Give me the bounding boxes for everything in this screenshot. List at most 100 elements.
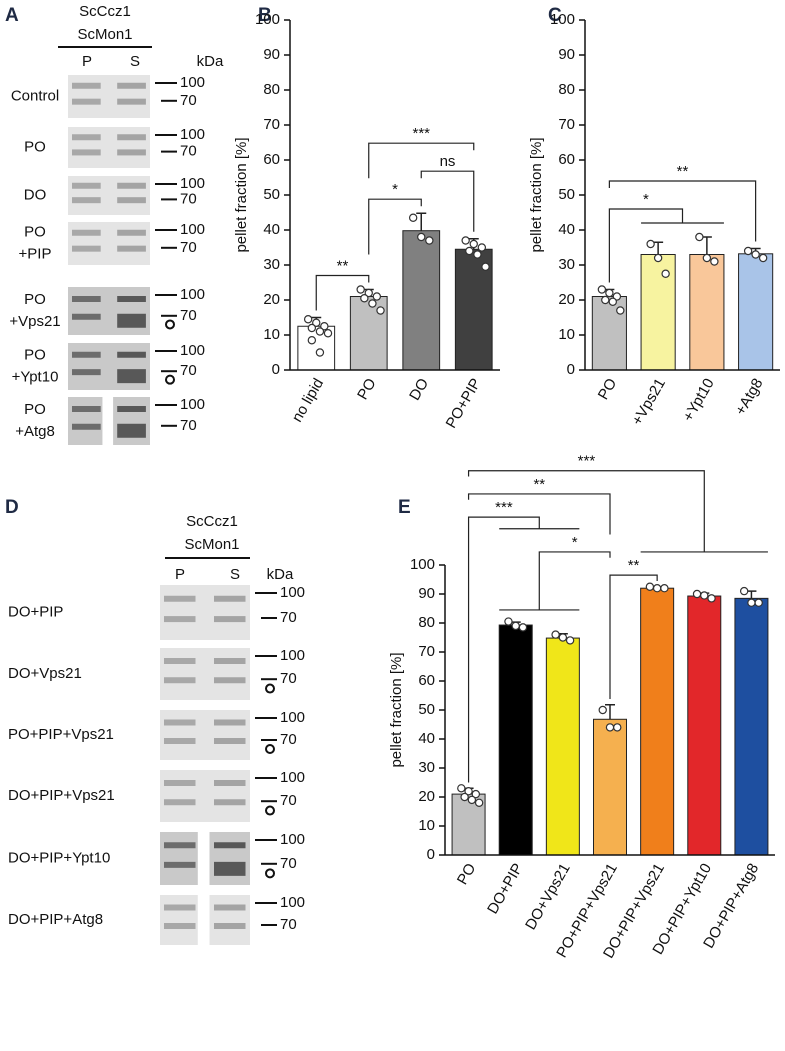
gel-band <box>214 616 246 623</box>
data-point <box>360 294 369 303</box>
gel-band <box>72 229 101 236</box>
gel-header: ScMon1 <box>77 26 132 43</box>
data-point <box>751 250 760 259</box>
y-tick-label: 20 <box>263 291 280 308</box>
gel-band <box>117 423 146 438</box>
gel-band <box>164 799 196 806</box>
gel-band <box>72 197 101 204</box>
y-tick-label: 70 <box>263 116 280 133</box>
error-bar <box>416 212 427 231</box>
gel-band <box>214 861 246 876</box>
significance-bracket <box>608 180 757 242</box>
row-label: DO+PIP+Vps21 <box>8 787 115 804</box>
significance-bracket <box>368 142 475 179</box>
data-point <box>613 723 622 732</box>
data-point <box>417 232 426 242</box>
y-tick-label: 0 <box>427 846 435 863</box>
y-tick-label: 80 <box>263 81 280 98</box>
bar <box>640 254 676 371</box>
bar <box>738 253 774 371</box>
significance-label: * <box>392 181 398 198</box>
data-point <box>461 236 470 245</box>
data-point <box>605 723 615 732</box>
data-point <box>710 257 719 266</box>
x-tick-label: +Ypt10 <box>680 375 718 424</box>
gel-image <box>160 710 250 760</box>
gel-band <box>117 98 146 105</box>
row-label: DO+Vps21 <box>8 665 82 682</box>
y-tick-label: 10 <box>418 817 435 834</box>
y-tick-label: 10 <box>558 326 575 343</box>
gel-band <box>117 182 146 189</box>
significance-label: ** <box>337 257 349 274</box>
free-protein-marker <box>265 868 275 879</box>
gel-image <box>68 75 150 118</box>
gel-image <box>209 832 250 885</box>
row-label: PO <box>24 346 46 363</box>
data-point <box>601 295 610 305</box>
bar <box>734 597 769 856</box>
gel-band <box>72 98 101 105</box>
marker-label: 70 <box>280 731 297 748</box>
gel-band <box>214 738 246 744</box>
y-tick-label: 40 <box>418 730 435 747</box>
gel-band <box>117 245 146 252</box>
x-tick-label: PO <box>354 375 380 402</box>
marker-label: 100 <box>180 396 205 413</box>
data-point <box>315 327 325 336</box>
gel-band <box>117 313 146 328</box>
free-protein-marker <box>165 374 175 385</box>
y-tick-label: 50 <box>263 186 280 203</box>
bar <box>545 637 580 856</box>
data-point <box>700 591 709 600</box>
marker-label: 70 <box>280 670 297 687</box>
marker-label: 70 <box>180 92 197 109</box>
data-point <box>695 232 704 242</box>
y-axis-title: pellet fraction [%] <box>528 137 545 252</box>
significance-label: *** <box>495 499 513 516</box>
gel-band <box>164 738 196 744</box>
gel-band <box>72 423 101 430</box>
marker-label: 100 <box>180 126 205 143</box>
marker-label: 70 <box>180 362 197 379</box>
marker-label: 100 <box>180 74 205 91</box>
data-point <box>739 586 749 596</box>
marker-label: 70 <box>180 239 197 256</box>
gel-band <box>164 719 196 726</box>
x-tick-label: PO+PIP <box>443 375 485 431</box>
gel-band <box>164 677 196 684</box>
row-label: +PIP <box>19 245 52 262</box>
data-point <box>616 306 625 315</box>
marker-label: 100 <box>280 769 305 786</box>
gel-band <box>72 182 101 189</box>
significance-bracket <box>467 493 611 535</box>
data-point <box>471 789 481 799</box>
marker-label: 70 <box>180 190 197 207</box>
data-point <box>605 288 614 298</box>
y-tick-label: 70 <box>558 116 575 133</box>
y-tick-label: 50 <box>558 186 575 203</box>
data-point <box>315 348 325 357</box>
gel-band <box>164 780 196 786</box>
gel-image <box>68 222 150 265</box>
row-label: PO <box>24 223 46 240</box>
gel-band <box>72 313 101 320</box>
data-point <box>376 306 385 315</box>
row-label: PO+PIP+Vps21 <box>8 726 114 743</box>
data-point <box>518 623 528 632</box>
gel-band <box>72 406 101 412</box>
panel-label: C <box>548 5 562 26</box>
y-tick-label: 60 <box>263 151 280 168</box>
y-tick-label: 40 <box>263 221 280 238</box>
data-point <box>372 292 382 301</box>
marker-label: 100 <box>280 647 305 664</box>
data-point <box>758 253 768 263</box>
gel-band <box>117 406 146 412</box>
gel-image <box>160 832 198 885</box>
x-tick-label: DO <box>406 375 432 403</box>
data-point <box>474 798 484 808</box>
significance-bracket <box>538 551 611 610</box>
panel-label: A <box>5 5 19 26</box>
gel-band <box>214 842 246 849</box>
